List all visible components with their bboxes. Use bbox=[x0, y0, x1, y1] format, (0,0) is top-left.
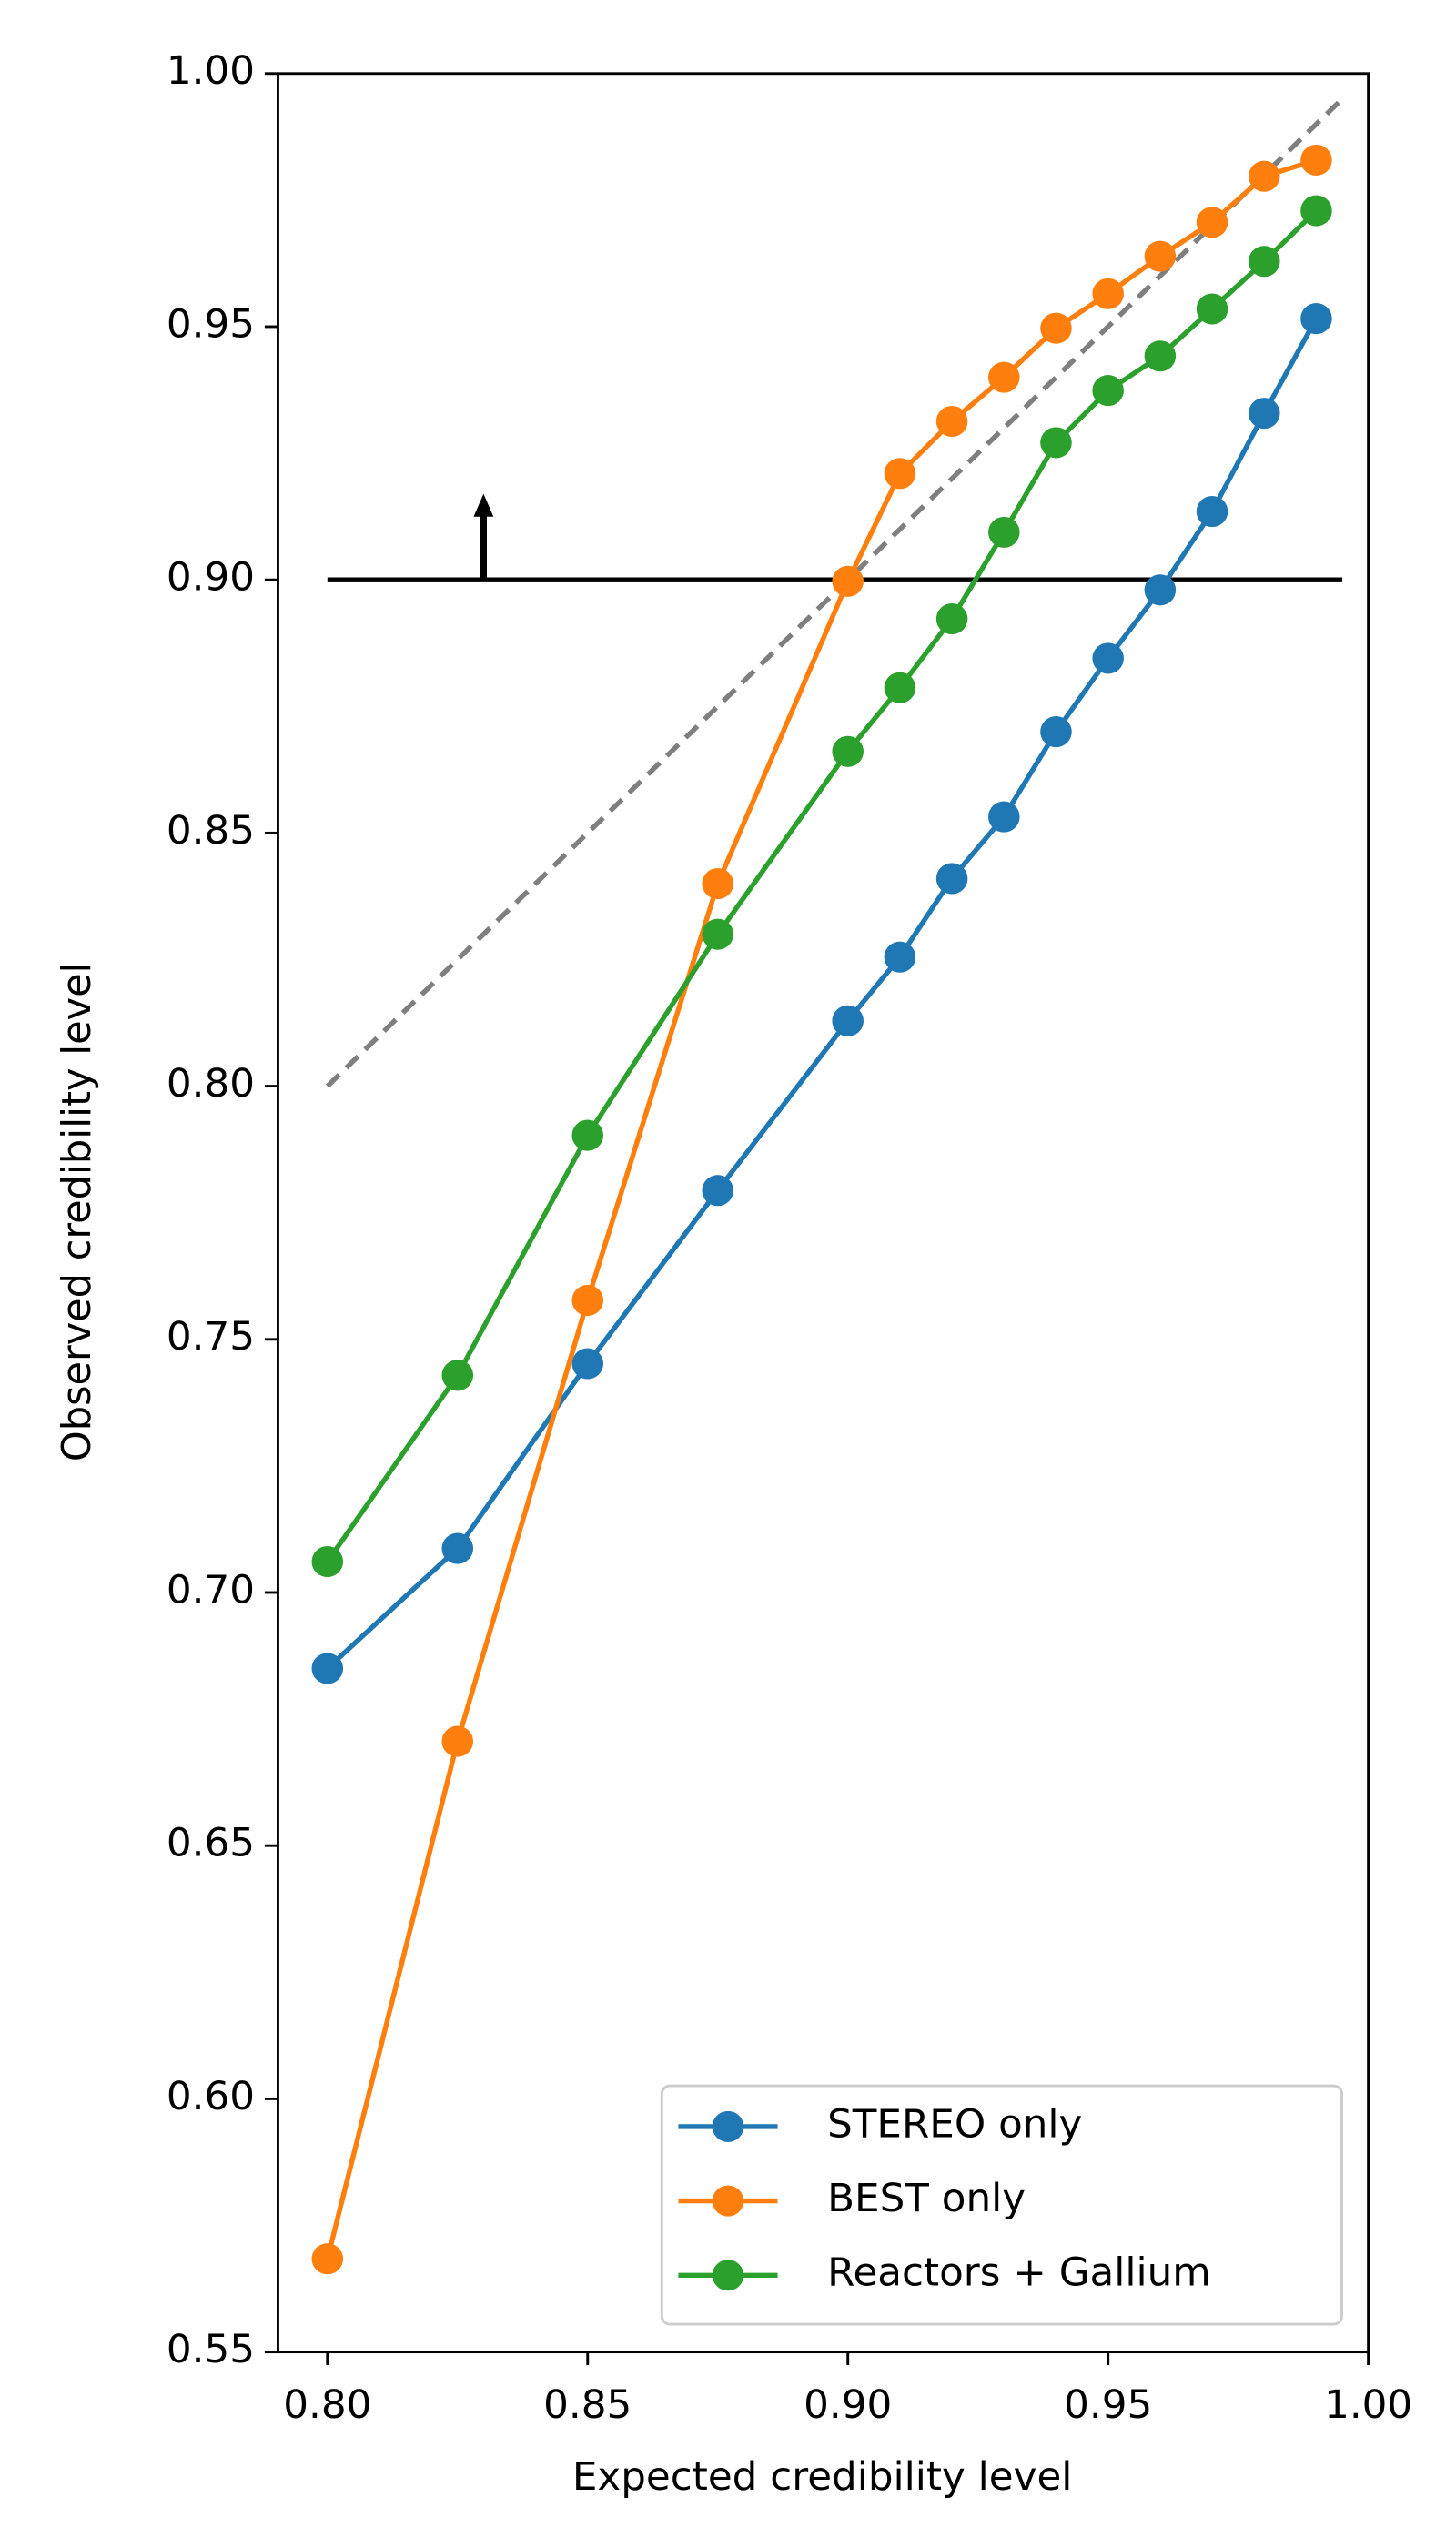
data-point bbox=[1300, 144, 1332, 176]
data-point bbox=[1092, 642, 1124, 674]
x-tick-label: 0.90 bbox=[804, 2382, 892, 2428]
data-point bbox=[441, 1532, 474, 1564]
data-point bbox=[832, 565, 864, 597]
legend-label: BEST only bbox=[827, 2176, 1026, 2221]
data-point bbox=[1196, 496, 1228, 528]
y-axis-label: Observed credibility level bbox=[55, 962, 100, 1461]
data-point bbox=[1196, 207, 1228, 238]
data-point bbox=[988, 801, 1020, 833]
data-point bbox=[1144, 574, 1177, 606]
data-point bbox=[702, 918, 734, 950]
x-axis-label: Expected credibility level bbox=[572, 2454, 1073, 2500]
y-tick-label: 0.60 bbox=[167, 2074, 255, 2119]
data-point bbox=[571, 1284, 604, 1317]
arrow-head bbox=[473, 493, 494, 517]
data-point bbox=[571, 1119, 604, 1151]
y-tick-label: 1.00 bbox=[167, 48, 255, 94]
data-point bbox=[884, 941, 916, 973]
data-point bbox=[1144, 240, 1177, 272]
data-point bbox=[884, 672, 916, 703]
data-point bbox=[1144, 340, 1177, 372]
series-line bbox=[325, 157, 1318, 2260]
data-point bbox=[1040, 716, 1072, 748]
data-point bbox=[1248, 398, 1280, 430]
data-point bbox=[1196, 293, 1228, 325]
legend-label: STEREO only bbox=[827, 2102, 1082, 2148]
y-tick-label: 0.95 bbox=[167, 302, 255, 348]
data-point bbox=[311, 1546, 344, 1578]
data-point bbox=[311, 1653, 344, 1684]
legend-marker bbox=[712, 2110, 744, 2142]
x-tick-label: 0.95 bbox=[1064, 2382, 1152, 2428]
plot-frame bbox=[276, 72, 1370, 2354]
y-tick-label: 0.75 bbox=[167, 1314, 255, 1360]
x-tick-label: 1.00 bbox=[1324, 2382, 1412, 2428]
y-tick-label: 0.70 bbox=[167, 1568, 255, 1613]
y-tick-label: 0.80 bbox=[167, 1061, 255, 1107]
y-tick-label: 0.85 bbox=[167, 808, 255, 854]
reference-line bbox=[325, 96, 1344, 1088]
data-point bbox=[988, 516, 1020, 548]
data-point bbox=[441, 1360, 474, 1391]
data-point bbox=[884, 458, 916, 490]
data-point bbox=[441, 1725, 474, 1757]
legend-marker bbox=[712, 2260, 744, 2291]
data-point bbox=[832, 735, 864, 767]
y-tick-label: 0.55 bbox=[167, 2327, 255, 2372]
data-point bbox=[935, 405, 968, 438]
x-tick-label: 0.80 bbox=[283, 2382, 371, 2428]
legend-box bbox=[660, 2084, 1343, 2326]
data-point bbox=[311, 2243, 344, 2275]
series-line bbox=[325, 208, 1319, 1563]
legend-label: Reactors + Gallium bbox=[827, 2250, 1211, 2296]
data-point bbox=[1040, 427, 1072, 459]
x-tick-label: 0.85 bbox=[543, 2382, 632, 2428]
data-point bbox=[571, 1348, 604, 1380]
data-point bbox=[1248, 160, 1280, 192]
y-tick-label: 0.90 bbox=[167, 555, 255, 601]
data-point bbox=[702, 867, 734, 900]
data-point bbox=[1092, 278, 1124, 309]
data-point bbox=[1300, 195, 1332, 227]
data-point bbox=[832, 1005, 864, 1036]
series-line bbox=[325, 317, 1319, 1671]
data-point bbox=[935, 602, 968, 635]
legend-marker bbox=[712, 2185, 744, 2217]
data-point bbox=[1040, 312, 1072, 344]
data-point bbox=[988, 361, 1020, 393]
data-point bbox=[702, 1175, 734, 1207]
data-point bbox=[935, 863, 968, 895]
data-point bbox=[1248, 246, 1280, 278]
data-point bbox=[1092, 375, 1124, 407]
data-point bbox=[1300, 303, 1332, 335]
y-tick-label: 0.65 bbox=[167, 1821, 255, 1866]
